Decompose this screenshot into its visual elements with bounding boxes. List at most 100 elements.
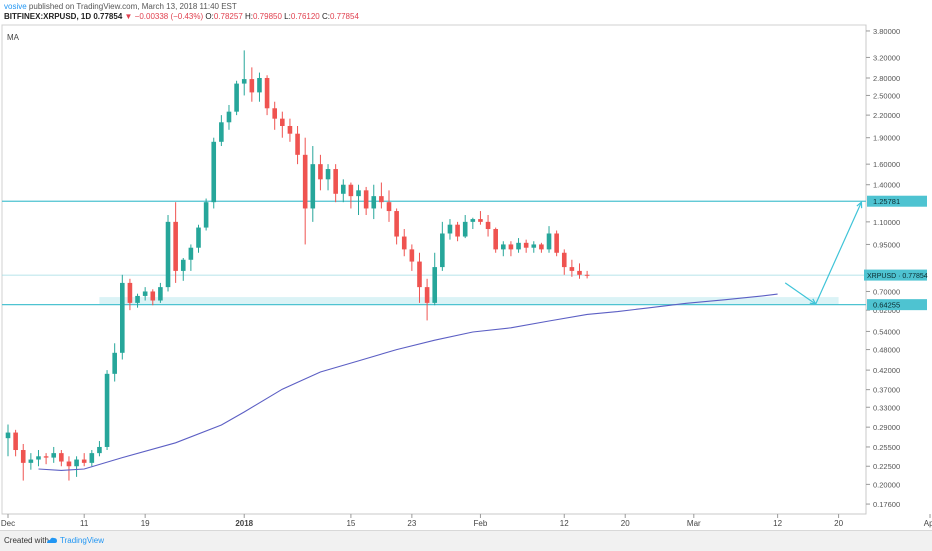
moving-average-line — [38, 293, 778, 471]
level-price-tag — [867, 195, 927, 207]
candle-down — [333, 169, 338, 194]
candle-down — [318, 164, 323, 180]
candle-up — [257, 77, 262, 93]
candle-down — [295, 133, 300, 155]
tradingview-logo-icon — [47, 537, 57, 543]
level-price-label: 0.64255 — [873, 301, 900, 310]
candle-up — [211, 141, 217, 203]
y-tick-label: 0.17600 — [873, 500, 900, 509]
candle-down — [569, 267, 575, 271]
x-tick-label: 23 — [407, 519, 416, 528]
candle-down — [539, 244, 544, 250]
price-change: ▼ −0.00338 (−0.43%) — [124, 12, 204, 21]
candle-down — [523, 242, 529, 248]
y-tick-label: 0.95000 — [873, 240, 900, 249]
candle-up — [356, 190, 361, 197]
footer-created: Created with — [4, 536, 49, 545]
x-tick-label: Dec — [1, 519, 15, 528]
ohlc-high: H:0.79850 — [245, 12, 282, 21]
candle-up — [501, 244, 506, 250]
candle-down — [287, 125, 293, 134]
candle-down — [302, 154, 308, 209]
candle-up — [531, 244, 537, 248]
x-tick-label: Mar — [687, 519, 701, 528]
candle-up — [440, 233, 445, 268]
candle-up — [371, 196, 377, 209]
candle-up — [203, 202, 209, 228]
candle-down — [409, 249, 415, 262]
y-tick-label: 0.54000 — [873, 327, 900, 336]
candle-down — [66, 461, 72, 467]
candle-down — [150, 291, 156, 301]
candle-up — [325, 169, 331, 180]
ohlc-open: O:0.78257 — [205, 12, 243, 21]
candle-down — [81, 459, 87, 463]
y-tick-label: 0.29000 — [873, 423, 900, 432]
candle-up — [36, 456, 41, 460]
candle-down — [508, 244, 514, 250]
footer-brand-link[interactable]: TradingView — [60, 536, 105, 545]
y-tick-label: 2.20000 — [873, 111, 900, 120]
candle-down — [20, 450, 26, 463]
y-tick-label: 1.90000 — [873, 134, 900, 143]
last-price-tag — [864, 269, 927, 281]
x-tick-label: 20 — [834, 519, 843, 528]
candle-down — [386, 202, 392, 212]
candle-up — [112, 352, 117, 374]
support-zone — [99, 297, 839, 305]
candle-up — [28, 459, 34, 463]
x-tick-label: 15 — [346, 519, 355, 528]
y-tick-label: 0.37000 — [873, 386, 900, 395]
candle-up — [142, 291, 148, 296]
candle-up — [158, 287, 163, 301]
y-tick-label: 0.33000 — [873, 403, 900, 412]
candle-down — [401, 236, 407, 250]
y-tick-label: 1.60000 — [873, 160, 900, 169]
y-tick-label: 0.62000 — [873, 306, 900, 315]
candle-down — [394, 211, 399, 237]
x-tick-label: 12 — [773, 519, 782, 528]
candle-up — [462, 221, 468, 237]
x-tick-label: 12 — [560, 519, 569, 528]
candle-down — [173, 221, 178, 271]
indicator-label-ma[interactable]: MA — [7, 33, 19, 42]
y-tick-label: 2.50000 — [873, 91, 900, 100]
candle-up — [180, 259, 186, 271]
candle-up — [234, 83, 239, 112]
candle-up — [120, 282, 125, 353]
candle-down — [493, 229, 498, 250]
candle-up — [432, 267, 438, 303]
candle-up — [74, 459, 79, 467]
publish-info: published on TradingView.com, March 13, … — [28, 2, 237, 11]
candle-up — [165, 221, 171, 288]
projection-arrowhead-down — [809, 298, 817, 305]
candle-down — [584, 274, 590, 276]
y-tick-label: 2.80000 — [873, 74, 900, 83]
candle-down — [348, 184, 354, 197]
candle-down — [363, 190, 369, 209]
candle-up — [97, 446, 102, 454]
level-price-tag — [867, 299, 927, 311]
candle-down — [59, 453, 64, 462]
candle-up — [104, 373, 110, 447]
y-tick-label: 3.80000 — [873, 27, 900, 36]
y-tick-label: 1.10000 — [873, 218, 900, 227]
candle-up — [546, 233, 552, 250]
candle-up — [310, 164, 316, 209]
author-link[interactable]: vosive — [4, 2, 27, 11]
projection-arrowhead-up — [856, 200, 863, 209]
price-chart[interactable]: 3.80000 3.20000 2.80000 2.50000 2.20000 1.900… — [0, 0, 932, 530]
candle-down — [280, 118, 285, 126]
candle-up — [5, 432, 11, 439]
candle-up — [89, 453, 95, 463]
symbol-line: BITFINEX:XRPUSD, 1D 0.77854 ▼ −0.00338 (… — [4, 12, 359, 22]
x-tick-label: 11 — [80, 519, 89, 528]
candle-up — [340, 184, 346, 194]
y-tick-label: 1.40000 — [873, 181, 900, 190]
candle-up — [51, 453, 57, 458]
x-tick-label: 20 — [621, 519, 630, 528]
ohlc-close: C:0.77854 — [321, 12, 359, 21]
publish-line: vosive published on TradingView.com, Mar… — [4, 2, 359, 12]
candle-down — [554, 233, 559, 253]
projection-path — [784, 201, 862, 306]
